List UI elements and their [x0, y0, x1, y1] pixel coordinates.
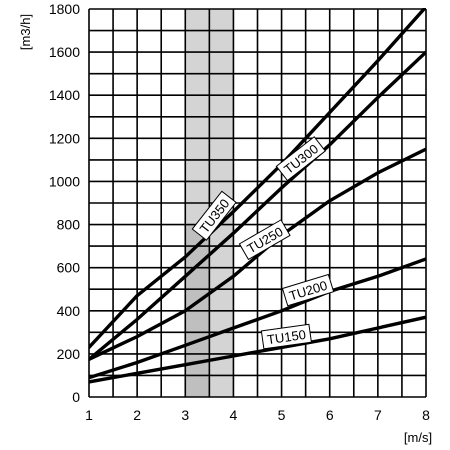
tick-labels: 1 2 3 4 5 6 7 8 0 200 400 600 800 1000 1200 1400 1600 180…: [49, 1, 430, 423]
grid: [88, 8, 427, 398]
y-tick-label: 800: [57, 217, 81, 233]
y-tick-label: 0: [72, 389, 80, 405]
series-line-tu250: [89, 147, 426, 361]
y-tick-label: 600: [57, 260, 81, 276]
x-tick-label: 5: [278, 407, 286, 423]
x-tick-label: 3: [181, 407, 189, 423]
y-tick-label: 200: [57, 346, 81, 362]
series-label-box: [281, 273, 335, 307]
x-tick-label: 1: [85, 407, 93, 423]
y-tick-label: 1000: [49, 173, 80, 189]
series-line-tu200: [89, 257, 426, 380]
y-tick-label: 1400: [49, 87, 80, 103]
series-label-tu250: TU250: [238, 219, 291, 261]
y-tick-label: 1800: [49, 1, 80, 17]
series-label-text: TU150: [266, 327, 307, 347]
y-axis-label: [m3/h]: [18, 14, 33, 50]
series-label-box: [191, 190, 237, 241]
x-axis-label: [m/s]: [404, 430, 432, 445]
series-line-tu150: [89, 315, 426, 384]
series-label-box: [238, 219, 291, 261]
x-tick-label: 7: [374, 407, 382, 423]
y-tick-label: 400: [57, 303, 81, 319]
series-lines: [89, 8, 426, 384]
x-tick-label: 4: [230, 407, 238, 423]
x-tick-label: 8: [422, 407, 430, 423]
x-tick-label: 2: [133, 407, 141, 423]
series-label-tu150: TU150: [260, 323, 312, 350]
y-tick-label: 1200: [49, 130, 80, 146]
series-label-box: [260, 323, 312, 350]
x-tick-label: 6: [326, 407, 334, 423]
series-line-tu300: [89, 50, 426, 361]
series-line-tu350: [89, 8, 426, 350]
series-label-box: [275, 136, 326, 182]
y-tick-label: 1600: [49, 44, 80, 60]
